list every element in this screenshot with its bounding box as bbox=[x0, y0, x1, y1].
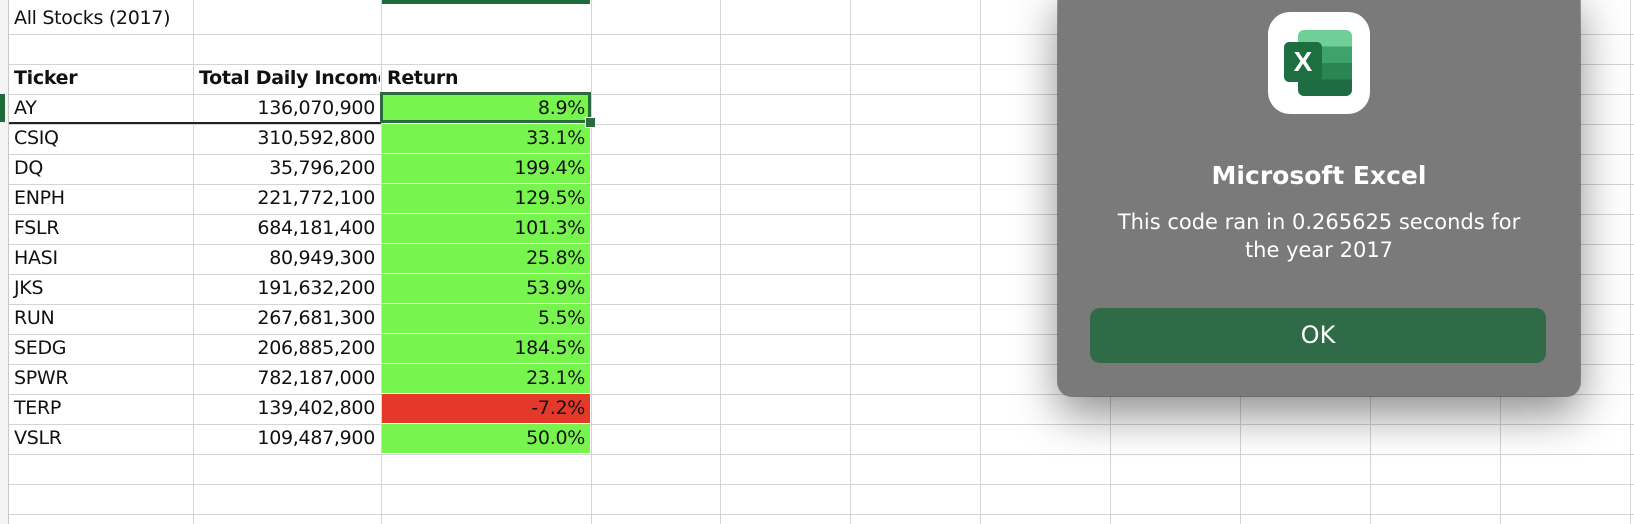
ticker-cell[interactable]: CSIQ bbox=[14, 127, 59, 149]
dialog-message: This code ran in 0.265625 seconds for th… bbox=[1117, 210, 1521, 262]
dialog-title: Microsoft Excel bbox=[1211, 161, 1427, 190]
ok-button[interactable]: OK bbox=[1090, 308, 1546, 363]
message-dialog: X Microsoft Excel This code ran in 0.265… bbox=[1058, 0, 1580, 396]
active-row-indicator bbox=[0, 94, 5, 122]
return-cell[interactable]: 101.3% bbox=[382, 214, 590, 243]
return-cell[interactable]: 50.0% bbox=[382, 424, 590, 453]
return-cell[interactable]: 23.1% bbox=[382, 364, 590, 393]
ticker-cell[interactable]: FSLR bbox=[14, 217, 60, 239]
ticker-cell[interactable]: TERP bbox=[14, 397, 62, 419]
header-return[interactable]: Return bbox=[387, 67, 459, 89]
ticker-cell[interactable]: DQ bbox=[14, 157, 43, 179]
header-underline bbox=[9, 122, 381, 124]
return-cell[interactable]: -7.2% bbox=[382, 394, 590, 423]
return-cell[interactable]: 184.5% bbox=[382, 334, 590, 363]
income-cell[interactable]: 109,487,900 bbox=[257, 427, 375, 449]
income-cell[interactable]: 684,181,400 bbox=[257, 217, 375, 239]
ticker-cell[interactable]: SEDG bbox=[14, 337, 67, 359]
ticker-cell[interactable]: ENPH bbox=[14, 187, 65, 209]
return-cell[interactable]: 53.9% bbox=[382, 274, 590, 303]
income-cell[interactable]: 267,681,300 bbox=[257, 307, 375, 329]
active-column-indicator bbox=[382, 0, 590, 4]
ticker-cell[interactable]: SPWR bbox=[14, 367, 69, 389]
ticker-cell[interactable]: JKS bbox=[14, 277, 44, 299]
income-cell[interactable]: 136,070,900 bbox=[257, 97, 375, 119]
ticker-cell[interactable]: AY bbox=[14, 97, 37, 119]
income-cell[interactable]: 35,796,200 bbox=[269, 157, 375, 179]
sheet-title-cell[interactable]: All Stocks (2017) bbox=[14, 7, 171, 29]
excel-icon: X bbox=[1268, 12, 1370, 114]
income-cell[interactable]: 221,772,100 bbox=[257, 187, 375, 209]
income-cell[interactable]: 80,949,300 bbox=[269, 247, 375, 269]
income-cell[interactable]: 310,592,800 bbox=[257, 127, 375, 149]
return-cell[interactable]: 25.8% bbox=[382, 244, 590, 273]
return-cell[interactable]: 5.5% bbox=[382, 304, 590, 333]
ticker-cell[interactable]: RUN bbox=[14, 307, 55, 329]
income-cell[interactable]: 206,885,200 bbox=[257, 337, 375, 359]
income-cell[interactable]: 139,402,800 bbox=[257, 397, 375, 419]
return-cell[interactable]: 199.4% bbox=[382, 154, 590, 183]
header-ticker[interactable]: Ticker bbox=[14, 67, 78, 89]
ticker-cell[interactable]: HASI bbox=[14, 247, 58, 269]
return-cell[interactable]: 33.1% bbox=[382, 124, 590, 153]
fill-handle[interactable] bbox=[585, 117, 596, 128]
return-cell[interactable]: 8.9% bbox=[382, 94, 590, 123]
income-cell[interactable]: 191,632,200 bbox=[257, 277, 375, 299]
income-cell[interactable]: 782,187,000 bbox=[257, 367, 375, 389]
header-total-daily-income[interactable]: Total Daily Income bbox=[199, 67, 380, 89]
return-cell[interactable]: 129.5% bbox=[382, 184, 590, 213]
row-header-strip[interactable] bbox=[0, 0, 9, 524]
excel-icon-letter: X bbox=[1284, 42, 1322, 82]
ticker-cell[interactable]: VSLR bbox=[14, 427, 62, 449]
